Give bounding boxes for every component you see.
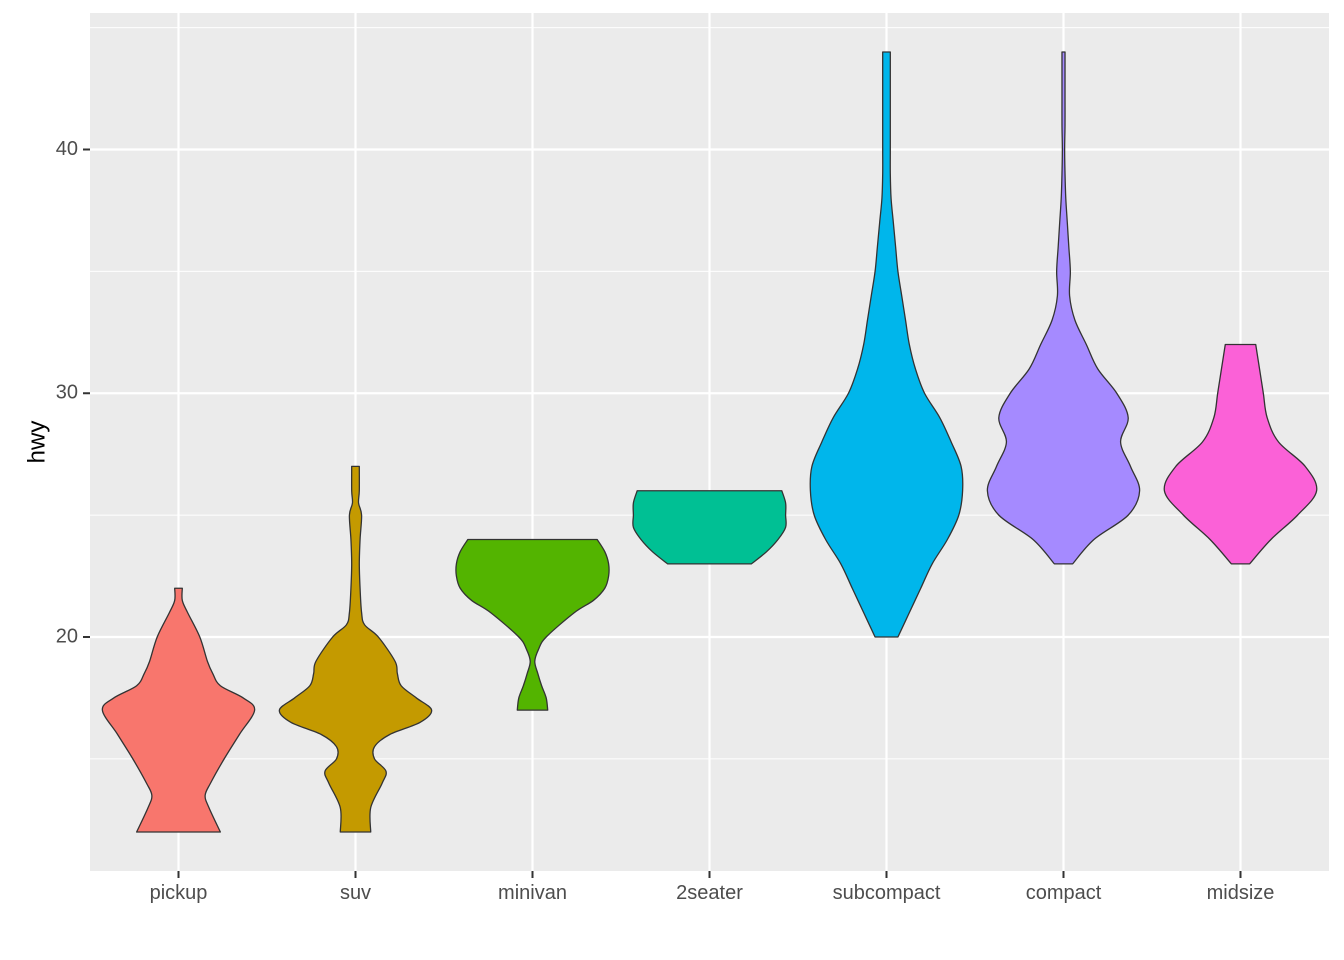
x-tick-label-subcompact: subcompact bbox=[833, 882, 941, 904]
y-tick-label: 20 bbox=[56, 625, 78, 647]
x-tick-label-pickup: pickup bbox=[150, 882, 208, 904]
violins bbox=[101, 51, 1318, 833]
violin-subcompact bbox=[809, 51, 964, 638]
y-tick-label: 40 bbox=[56, 138, 78, 160]
violin-suv bbox=[278, 465, 433, 833]
x-tick-label-2seater: 2seater bbox=[676, 882, 743, 904]
x-tick-label-suv: suv bbox=[340, 882, 371, 904]
violin-midsize bbox=[1163, 343, 1318, 565]
x-axis: pickup suv minivan 2seater subcompact compact… bbox=[150, 871, 1275, 904]
y-tick-label: 30 bbox=[56, 382, 78, 404]
violin-minivan bbox=[455, 538, 610, 711]
violin-pickup bbox=[101, 587, 256, 833]
x-tick-label-compact: compact bbox=[1026, 882, 1102, 904]
x-tick-label-minivan: minivan bbox=[498, 882, 567, 904]
violin-2seater bbox=[632, 490, 787, 565]
y-axis: 20 30 40 bbox=[56, 138, 90, 647]
violin-compact bbox=[986, 51, 1141, 565]
y-axis-title: hwy bbox=[23, 421, 50, 464]
x-tick-label-midsize: midsize bbox=[1207, 882, 1275, 904]
